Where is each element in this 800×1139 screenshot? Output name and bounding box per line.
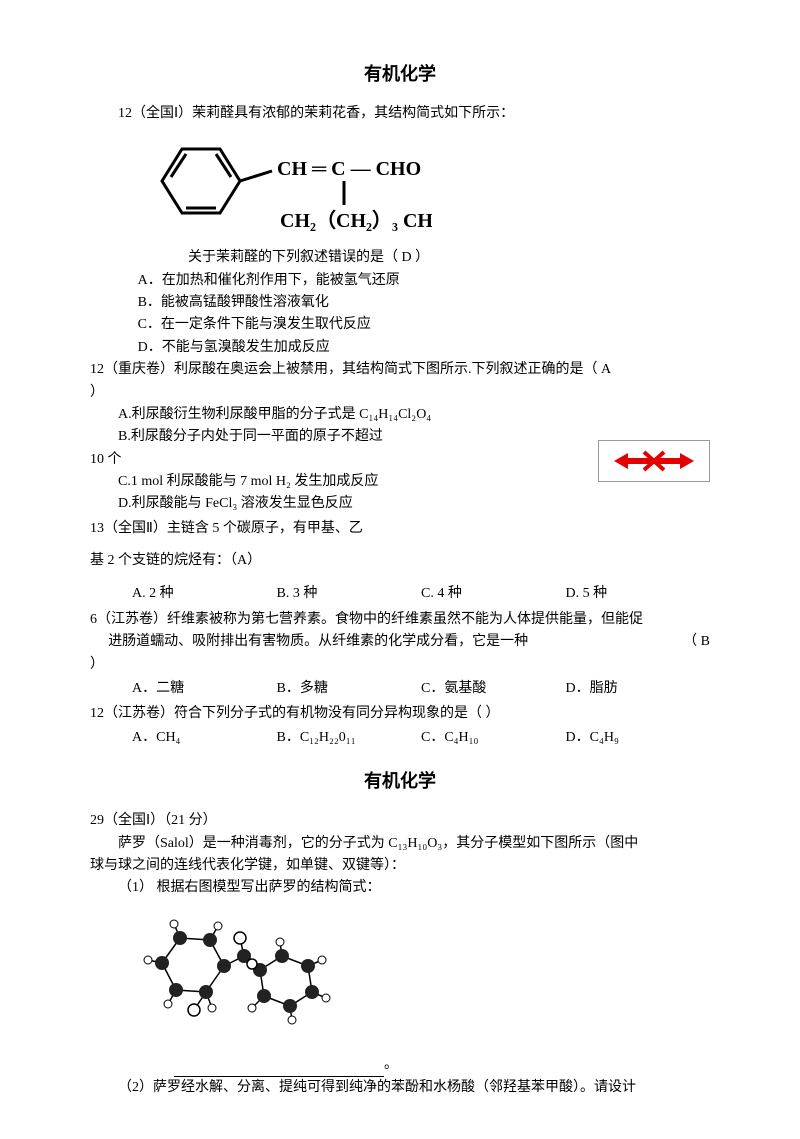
q29-part2: （2）萨罗经水解、分离、提纯可得到纯净的苯酚和水杨酸（邻羟基苯甲酸）。请设计 bbox=[90, 1077, 710, 1099]
q12-2-body: A.利尿酸衍生物利尿酸甲脂的分子式是 C₁₄H₁₄Cl₂O₄ B.利尿酸分子内处… bbox=[90, 404, 710, 516]
svg-text:CH ═ C — CHO: CH ═ C — CHO bbox=[277, 158, 421, 180]
q13-options: A. 2 种 B. 3 种 C. 4 种 D. 5 种 bbox=[90, 583, 710, 605]
q12-1-structure: CH ═ C — CHO CH₂（CH₂）₃ CH₃ bbox=[132, 131, 710, 241]
heading-1: 有机化学 bbox=[90, 60, 710, 89]
q29-molecular-model bbox=[132, 908, 710, 1036]
q12-2-opt-b2: 10 个 bbox=[90, 449, 598, 471]
q13-opt-b: B. 3 种 bbox=[277, 583, 422, 605]
q13-stem1: 13（全国Ⅱ）主链含 5 个碳原子，有甲基、乙 bbox=[90, 518, 710, 540]
q29-blank-tail: 。 bbox=[384, 1057, 398, 1072]
q29-stem1: 29（全国Ⅰ）（21 分） bbox=[90, 810, 710, 832]
page: 有机化学 12（全国Ⅰ）茉莉醛具有浓郁的茉莉花香，其结构简式如下所示： CH ═… bbox=[0, 0, 800, 1139]
svg-text:CH₂（CH₂）₃ CH₃: CH₂（CH₂）₃ CH₃ bbox=[280, 209, 432, 232]
heading-2: 有机化学 bbox=[90, 767, 710, 796]
q12-3-opt-c: C．C₄H₁₀ bbox=[421, 727, 566, 749]
q12-2-opt-a: A.利尿酸衍生物利尿酸甲脂的分子式是 C₁₄H₁₄Cl₂O₄ bbox=[90, 404, 598, 426]
q13-opt-c: C. 4 种 bbox=[421, 583, 566, 605]
q6-stem2: 进肠道蠕动、吸附排出有害物质。从纤维素的化学成分看，它是一种 bbox=[90, 634, 528, 649]
q6-stem1: 6（江苏卷）纤维素被称为第七营养素。食物中的纤维素虽然不能为人体提供能量，但能促 bbox=[90, 609, 710, 631]
q12-3-opt-d: D．C₄H₉ bbox=[566, 727, 711, 749]
q12-1-opt-a: A．在加热和催化剂作用下，能被氢气还原 bbox=[138, 270, 710, 292]
q6-stem3: ） bbox=[90, 654, 710, 676]
q12-2-stem2: ） bbox=[90, 382, 710, 404]
q6-tail: （ B bbox=[683, 631, 710, 653]
q29-part1: （1） 根据右图模型写出萨罗的结构简式： bbox=[90, 877, 710, 899]
q6-opt-c: C．氨基酸 bbox=[421, 678, 566, 700]
q29-stem2: 萨罗（Salol）是一种消毒剂，它的分子式为 C₁₃H₁₀O₃，其分子模型如下图… bbox=[90, 833, 710, 855]
q6-options: A．二糖 B．多糖 C．氨基酸 D．脂肪 bbox=[90, 678, 710, 700]
q12-3-stem: 12（江苏卷）符合下列分子式的有机物没有同分异构现象的是（ ） bbox=[90, 703, 710, 725]
q12-1-stem: 12（全国Ⅰ）茉莉醛具有浓郁的茉莉花香，其结构简式如下所示： bbox=[90, 103, 710, 125]
q12-1-opt-b: B．能被高锰酸钾酸性溶液氧化 bbox=[138, 292, 710, 314]
q12-1-opt-c: C．在一定条件下能与溴发生取代反应 bbox=[138, 314, 710, 336]
q12-2-opt-c: C.1 mol 利尿酸能与 7 mol H₂ 发生加成反应 bbox=[90, 471, 598, 493]
q6-line2: 进肠道蠕动、吸附排出有害物质。从纤维素的化学成分看，它是一种 （ B bbox=[90, 631, 710, 653]
q29-stem3: 球与球之间的连线代表化学键，如单键、双键等）： bbox=[90, 855, 710, 877]
q12-3-options: A．CH₄ B．C₁₂H₂₂0₁₁ C．C₄H₁₀ D．C₄H₉ bbox=[90, 727, 710, 749]
q12-3-opt-a: A．CH₄ bbox=[132, 727, 277, 749]
q12-1-opt-d: D．不能与氢溴酸发生加成反应 bbox=[138, 337, 710, 359]
q12-1-tail: 关于茉莉醛的下列叙述错误的是（ D ） bbox=[90, 247, 710, 269]
answer-blank[interactable] bbox=[174, 1062, 384, 1077]
q13-opt-d: D. 5 种 bbox=[566, 583, 711, 605]
q12-2-opt-b: B.利尿酸分子内处于同一平面的原子不超过 bbox=[90, 426, 598, 448]
q6-opt-a: A．二糖 bbox=[132, 678, 277, 700]
q6-opt-d: D．脂肪 bbox=[566, 678, 711, 700]
q12-2-figure bbox=[598, 440, 710, 482]
q12-1-options: A．在加热和催化剂作用下，能被氢气还原 B．能被高锰酸钾酸性溶液氧化 C．在一定… bbox=[90, 270, 710, 360]
q13-stem2: 基 2 个支链的烷烃有：（A） bbox=[90, 550, 710, 572]
q12-2-opt-d: D.利尿酸能与 FeCl₃ 溶液发生显色反应 bbox=[90, 493, 598, 515]
q6-opt-b: B．多糖 bbox=[277, 678, 422, 700]
q12-3-opt-b: B．C₁₂H₂₂0₁₁ bbox=[277, 727, 422, 749]
q12-2-stem1: 12（重庆卷）利尿酸在奥运会上被禁用，其结构简式下图所示.下列叙述正确的是（ A bbox=[90, 359, 710, 381]
q13-opt-a: A. 2 种 bbox=[132, 583, 277, 605]
q29-blank-line: 。 bbox=[90, 1054, 710, 1076]
